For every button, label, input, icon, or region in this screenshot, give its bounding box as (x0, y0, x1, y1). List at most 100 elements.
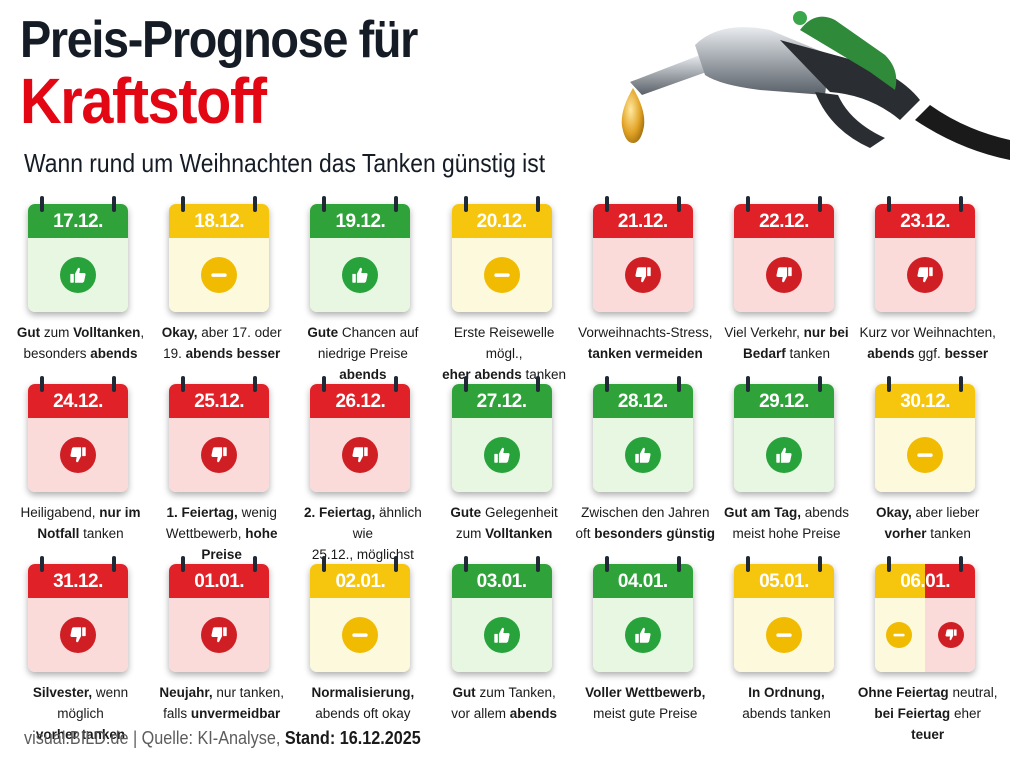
footer-source: visual.BILD.de | Quelle: KI-Analyse, (24, 728, 285, 748)
binder-ring (818, 556, 822, 572)
binder-ring (40, 556, 44, 572)
day-date: 06.01. (900, 571, 951, 592)
calendar-page: 18.12. (169, 204, 270, 312)
minus-icon (907, 437, 944, 473)
day-caption: Kurz vor Weihnachten, abends ggf. besser (859, 325, 996, 361)
binder-ring (959, 196, 964, 212)
calendar-body (734, 238, 834, 312)
calendar-body (592, 418, 693, 492)
minus-icon (342, 617, 379, 653)
calendar-page: 05.01. (734, 564, 834, 672)
day-caption: Zwischen den Jahren oft besonders günstig (575, 505, 716, 541)
day-card: 02.01. Normalisierung, abends oft okay (292, 556, 433, 734)
binder-ring (463, 376, 468, 392)
day-caption: 1. Feiertag, wenig Wettbewerb, hohe Preis… (165, 505, 278, 562)
minus-icon (483, 257, 520, 293)
thumbs-down-icon (938, 622, 965, 648)
calendar-page: 01.01. (169, 564, 270, 672)
thumbs-up-icon (342, 257, 379, 293)
day-date: 05.01. (759, 571, 809, 592)
thumbs-up-icon (766, 437, 802, 473)
binder-ring (322, 556, 327, 572)
day-caption: Okay, aber lieber vorher tanken (876, 505, 980, 541)
calendar-header (734, 384, 834, 418)
day-card: 24.12. Heiligabend, nur im Notfall tanken (10, 376, 151, 554)
day-date: 28.12. (617, 391, 668, 412)
binder-ring (394, 556, 399, 572)
calendar-page: 22.12. (734, 204, 834, 312)
calendar-body (28, 598, 128, 672)
day-caption: Gute Gelegenheit zum Volltanken (450, 505, 558, 541)
day-date: 27.12. (476, 391, 527, 412)
binder-ring (676, 556, 681, 572)
binder-ring (887, 196, 892, 212)
calendar-page: 31.12. (28, 564, 128, 672)
calendar-header (169, 384, 270, 418)
day-date: 25.12. (194, 391, 245, 412)
calendar-page: 03.01. (451, 564, 552, 672)
binder-ring (394, 376, 399, 392)
calendar-body (451, 238, 552, 312)
day-caption: Gut am Tag, abends meist hohe Preise (723, 505, 850, 541)
calendar-header (734, 564, 834, 598)
binder-ring (746, 556, 750, 572)
minus-icon (766, 617, 802, 653)
calendar-page: 24.12. (28, 384, 128, 492)
calendar-header (592, 204, 693, 238)
minus-icon (886, 622, 913, 648)
binder-ring (746, 196, 750, 212)
calendar-page: 06.01. (875, 564, 976, 672)
day-card: 06.01. Ohne Feiertag neutral, bei Feiertag… (857, 556, 998, 742)
day-card: 26.12. 2. Feiertag, ähnlich wie 25.12., mö… (292, 376, 433, 583)
day-card: 05.01. In Ordnung, abends tanken (716, 556, 857, 734)
day-date: 18.12. (194, 211, 245, 232)
binder-ring (112, 556, 116, 572)
binder-ring (181, 556, 186, 572)
day-caption: In Ordnung, abends tanken (742, 685, 831, 721)
calendar-page: 23.12. (875, 204, 976, 312)
thumbs-up-icon (483, 617, 520, 653)
calendar-page: 26.12. (310, 384, 411, 492)
calendar-body (875, 238, 976, 312)
day-card: 23.12. Kurz vor Weihnachten, abends ggf. b… (857, 196, 998, 374)
thumbs-down-icon (201, 437, 238, 473)
thumbs-up-icon (483, 437, 520, 473)
calendar-page: 30.12. (875, 384, 976, 492)
binder-ring (676, 376, 681, 392)
day-caption: Vorweihnachts-Stress, tanken vermeiden (578, 325, 713, 361)
calendar-body (734, 598, 834, 672)
day-date: 24.12. (53, 391, 103, 412)
binder-ring (887, 556, 892, 572)
binder-ring (604, 556, 609, 572)
binder-ring (604, 376, 609, 392)
day-date: 22.12. (759, 211, 809, 232)
calendar-page: 04.01. (592, 564, 693, 672)
calendar-body (28, 418, 128, 492)
calendar-page: 19.12. (310, 204, 411, 312)
subtitle: Wann rund um Weihnachten das Tanken güns… (24, 148, 546, 178)
calendar-page: 17.12. (28, 204, 128, 312)
day-date: 23.12. (900, 211, 951, 232)
binder-ring (112, 196, 116, 212)
day-caption: Gut zum Volltanken, besonders abends (16, 325, 145, 361)
binder-ring (818, 376, 822, 392)
binder-ring (604, 196, 609, 212)
title-line-2: Kraftstoff (20, 65, 267, 137)
calendar-body (169, 418, 270, 492)
day-caption: Heiligabend, nur im Notfall tanken (20, 505, 141, 541)
day-caption: Gut zum Tanken, vor allem abends (451, 685, 557, 721)
calendar-body (875, 418, 976, 492)
binder-ring (253, 556, 258, 572)
binder-ring (40, 196, 44, 212)
calendar-body (592, 598, 693, 672)
day-caption: Ohne Feiertag neutral, bei Feiertag eher … (857, 685, 998, 742)
binder-ring (887, 376, 892, 392)
binder-ring (463, 556, 468, 572)
thumbs-up-icon (624, 617, 661, 653)
day-card: 30.12. Okay, aber lieber vorher tanken (857, 376, 998, 554)
binder-ring (322, 376, 327, 392)
calendar-header (592, 564, 693, 598)
binder-ring (676, 196, 681, 212)
day-card: 22.12. Viel Verkehr, nur bei Bedarf tanken (716, 196, 857, 374)
calendar-body (169, 598, 270, 672)
